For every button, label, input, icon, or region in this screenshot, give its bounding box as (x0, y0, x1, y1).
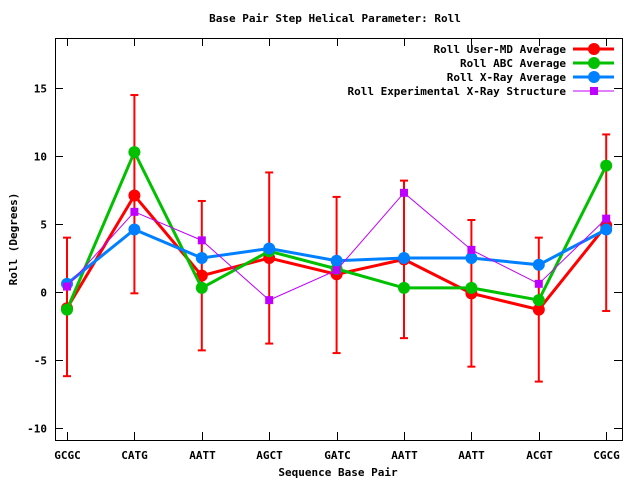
x-tick-label: CATG (121, 449, 148, 462)
y-tick-label: -10 (27, 423, 47, 436)
x-tick-label: GATC (324, 449, 351, 462)
legend-marker (588, 71, 600, 83)
x-tick-label: AATT (458, 449, 485, 462)
data-point (467, 245, 476, 254)
data-point (330, 254, 343, 267)
data-point (532, 294, 545, 307)
x-tick-label: AGCT (256, 449, 283, 462)
data-point (63, 282, 71, 291)
y-tick-label: 15 (34, 83, 47, 96)
data-point (400, 188, 408, 197)
x-tick-label: AATT (391, 449, 418, 462)
legend-label: Roll User-MD Average (434, 43, 567, 56)
legend-marker (588, 57, 600, 69)
y-tick-label: 5 (40, 219, 47, 232)
data-point (398, 281, 410, 294)
data-point (130, 207, 139, 216)
data-point (265, 296, 274, 305)
data-point (465, 252, 478, 265)
plot-frame (55, 38, 623, 441)
series-2 (61, 223, 613, 290)
data-point (602, 214, 611, 223)
legend-label: Roll Experimental X-Ray Structure (347, 85, 566, 98)
y-axis-label: Roll (Degrees) (7, 193, 20, 286)
x-tick-label: CGCG (593, 449, 620, 462)
data-point (534, 279, 543, 288)
legend-label: Roll ABC Average (460, 57, 566, 70)
x-axis-label: Sequence Base Pair (278, 466, 398, 479)
data-point (532, 258, 545, 271)
data-point (332, 266, 341, 275)
data-point (600, 223, 613, 236)
data-point (195, 252, 208, 265)
y-tick-label: -5 (34, 355, 47, 368)
data-point (128, 189, 141, 202)
y-tick-label: 10 (34, 151, 47, 164)
chart-title: Base Pair Step Helical Parameter: Roll (209, 12, 461, 25)
data-point (128, 146, 141, 159)
x-tick-label: GCGC (54, 449, 81, 462)
data-point (398, 252, 410, 265)
legend-label: Roll X-Ray Average (447, 71, 567, 84)
data-point (600, 159, 613, 172)
data-point (263, 242, 276, 255)
data-point (128, 223, 141, 236)
legend-marker (588, 43, 600, 55)
x-tick-label: ACGT (526, 449, 553, 462)
data-point (197, 236, 206, 245)
data-point (465, 281, 478, 294)
x-tick-label: AATT (189, 449, 216, 462)
series-3 (63, 188, 611, 305)
data-point (195, 281, 208, 294)
data-point (532, 303, 545, 316)
legend-marker (590, 87, 598, 95)
y-tick-label: 0 (40, 287, 47, 300)
data-point (61, 303, 73, 316)
series-0 (61, 94, 613, 383)
